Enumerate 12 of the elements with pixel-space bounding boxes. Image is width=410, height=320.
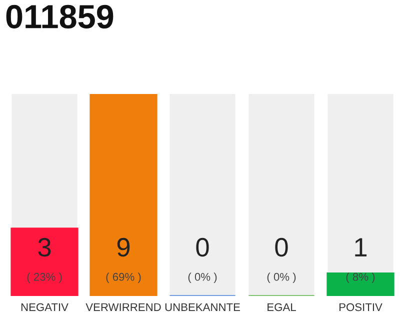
data-label: 0 ( 0% ) bbox=[188, 238, 217, 283]
data-label: 3 ( 23% ) bbox=[27, 238, 62, 283]
x-tick-label: POSITIV bbox=[339, 303, 382, 312]
data-label: 0 ( 0% ) bbox=[267, 238, 296, 283]
x-tick-label: NEGATIV bbox=[21, 303, 68, 312]
data-label: 9 ( 69% ) bbox=[106, 238, 141, 283]
chart-title: 011859 bbox=[6, 4, 114, 28]
bar bbox=[326, 272, 394, 296]
x-tick-label: VERWIRREND bbox=[86, 303, 161, 311]
x-tick-label: EGAL bbox=[268, 303, 296, 312]
x-tick-label: UNBEKANNTE bbox=[165, 303, 240, 312]
data-label: 1 ( 8% ) bbox=[346, 238, 375, 283]
